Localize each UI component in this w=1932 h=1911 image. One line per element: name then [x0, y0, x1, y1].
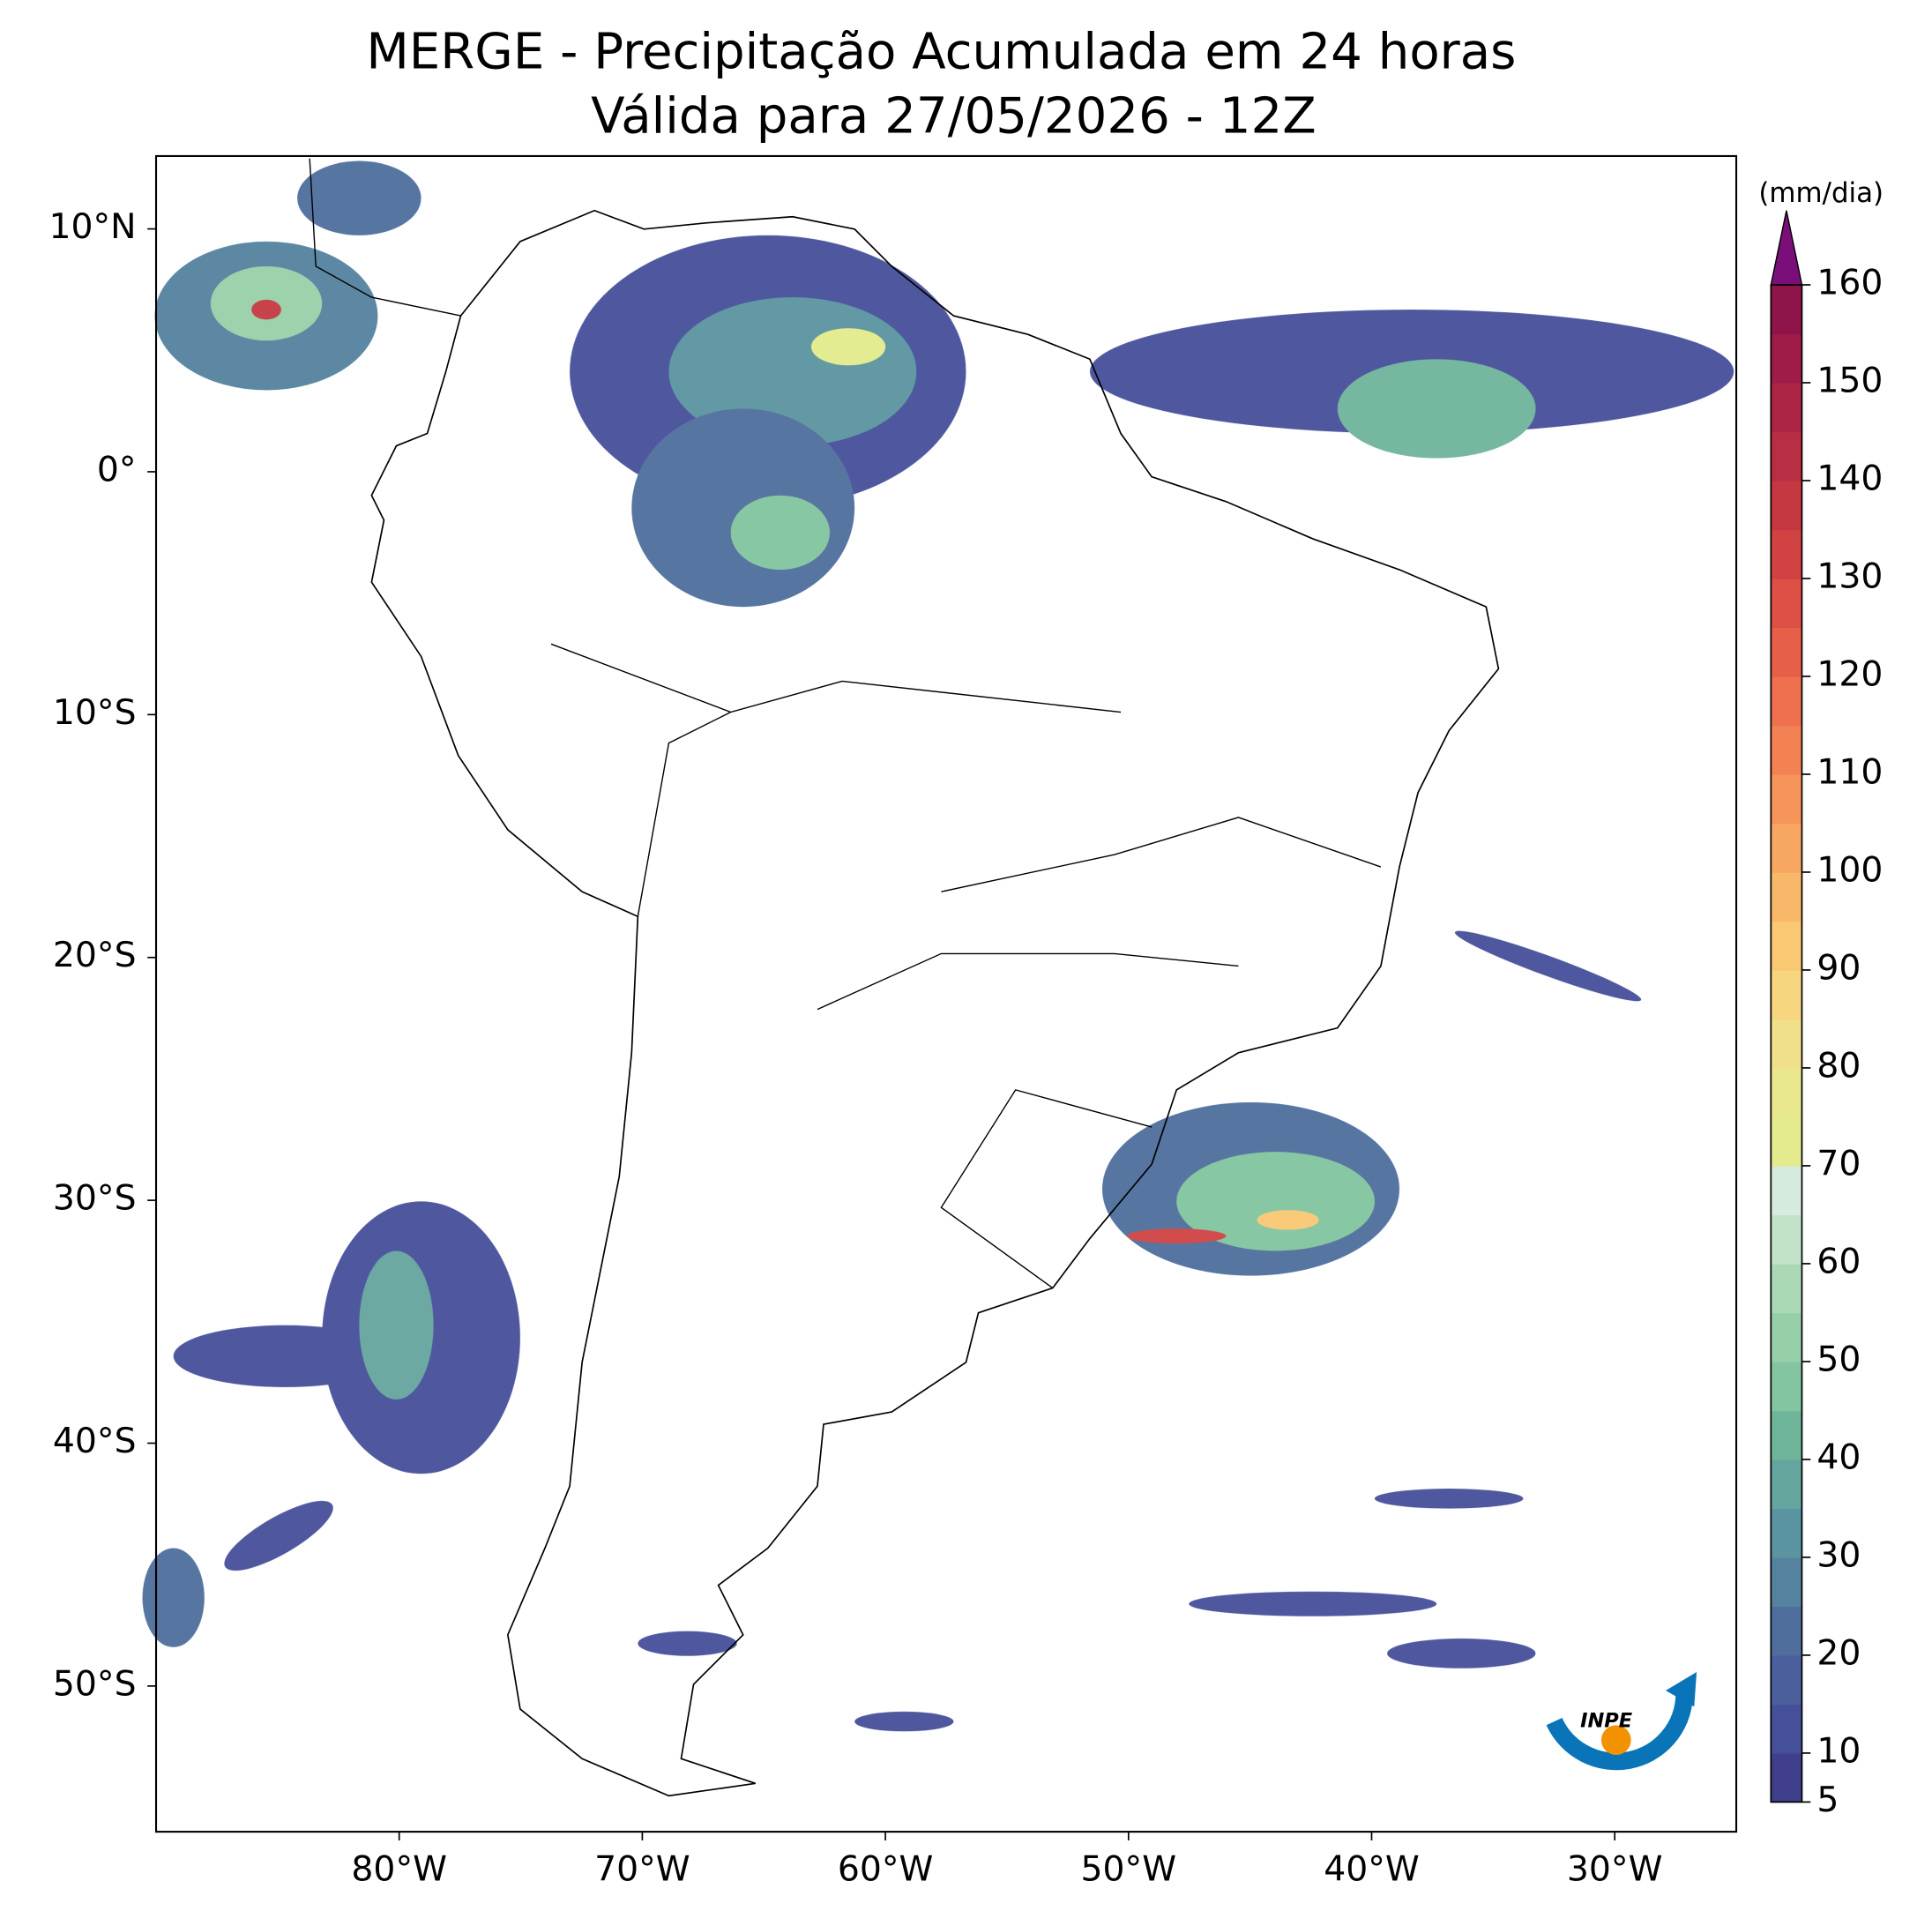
- colorbar-band: [1771, 823, 1802, 873]
- colorbar-band: [1771, 1459, 1802, 1510]
- colorbar-tick-label: 150: [1816, 362, 1883, 401]
- colorbar-band: [1771, 481, 1802, 531]
- colorbar-tick-label: 130: [1816, 556, 1883, 596]
- x-tick-label: 70°W: [594, 1850, 690, 1890]
- colorbar-band: [1771, 333, 1802, 384]
- colorbar-band: [1771, 725, 1802, 775]
- colorbar-tick-label: 70: [1816, 1144, 1861, 1183]
- colorbar-band: [1771, 969, 1802, 1020]
- colorbar-band: [1771, 431, 1802, 481]
- colorbar-tick-label: 10: [1816, 1731, 1861, 1771]
- colorbar-tick-label: 60: [1816, 1242, 1861, 1281]
- colorbar-band: [1771, 773, 1802, 825]
- colorbar-tick-label: 50: [1816, 1340, 1861, 1379]
- rain-patch: [1374, 1489, 1524, 1509]
- colorbar-tick-label: 100: [1816, 850, 1883, 890]
- rain-patch: [297, 160, 421, 235]
- x-tick-label: 40°W: [1324, 1850, 1420, 1890]
- colorbar-tick-label: 5: [1816, 1780, 1839, 1820]
- rain-patch: [1454, 930, 1642, 1002]
- y-tick-label: 40°S: [53, 1422, 137, 1461]
- colorbar-band: [1771, 871, 1802, 922]
- axes: 80°W 70°W 60°W 50°W 40°W 30°W 10°N 0° 10°S 20°S 30…: [48, 177, 1884, 1890]
- rain-patch: [1337, 359, 1536, 459]
- rain-patch: [251, 299, 281, 320]
- x-tick-label: 80°W: [351, 1850, 447, 1890]
- rain-patch: [638, 1631, 737, 1656]
- colorbar-tick-label: 120: [1816, 654, 1883, 694]
- rain-patch: [1386, 1639, 1536, 1668]
- y-tick-label: 50°S: [53, 1664, 137, 1704]
- colorbar-tick-label: 90: [1816, 948, 1861, 988]
- border-lines: [550, 643, 1382, 1289]
- colorbar-band: [1771, 578, 1802, 629]
- rain-patch: [631, 408, 855, 608]
- colorbar-frame: [1770, 284, 1803, 1803]
- colorbar-tick-label: 30: [1816, 1535, 1861, 1575]
- y-tick-label: 20°S: [53, 936, 137, 975]
- colorbar-band: [1771, 1263, 1802, 1314]
- rain-patch: [1127, 1228, 1227, 1244]
- rain-patch: [1176, 1152, 1375, 1251]
- title: MERGE - Precipitação Acumulada em 24 hor…: [366, 23, 1516, 80]
- y-tick-label: 30°S: [53, 1179, 137, 1219]
- x-tick-label: 30°W: [1567, 1850, 1663, 1890]
- colorbar-band: [1771, 627, 1802, 677]
- colorbar-band: [1771, 1214, 1802, 1265]
- colorbar-band: [1771, 1165, 1802, 1216]
- colorbar-tick-label: 40: [1816, 1437, 1861, 1477]
- colorbar-label: (mm/dia): [1758, 177, 1884, 209]
- logo-text: INPE: [1580, 1710, 1633, 1733]
- map-area: INPE: [142, 154, 1738, 1833]
- colorbar-band: [1771, 1116, 1802, 1167]
- rain-patch: [1257, 1210, 1319, 1230]
- colorbar-extend: [1770, 210, 1803, 286]
- x-tick-label: 50°W: [1081, 1850, 1177, 1890]
- colorbar-band: [1771, 921, 1802, 971]
- colorbar-tick-label: 20: [1816, 1633, 1861, 1673]
- colorbar-band: [1771, 1361, 1802, 1412]
- precipitation: [142, 160, 1734, 1732]
- colorbar-band: [1771, 1704, 1802, 1754]
- y-tick-label: 0°: [97, 450, 137, 489]
- colorbar-band: [1771, 1067, 1802, 1118]
- colorbar-band: [1771, 1752, 1802, 1803]
- colorbar-band: [1771, 529, 1802, 579]
- rain-patch: [224, 1500, 333, 1571]
- logo-arrow: [1665, 1671, 1697, 1707]
- rain-patch: [810, 328, 886, 366]
- rain-patch: [173, 1325, 397, 1387]
- colorbar-tick-label: 110: [1816, 752, 1883, 792]
- logo-dot: [1600, 1725, 1631, 1756]
- colorbar-band: [1771, 676, 1802, 727]
- y-tick-label: 10°S: [53, 693, 137, 733]
- x-tick-label: 60°W: [838, 1850, 934, 1890]
- rain-patch: [142, 1548, 205, 1647]
- subtitle: Válida para 27/05/2026 - 12Z: [591, 87, 1317, 145]
- central-america-outline: [309, 158, 461, 317]
- colorbar-tick-label: 80: [1816, 1046, 1861, 1086]
- rain-patch: [1189, 1591, 1437, 1616]
- colorbar-band: [1771, 1654, 1802, 1706]
- colorbar-band: [1771, 1508, 1802, 1558]
- colorbar-band: [1771, 1410, 1802, 1460]
- logo-arc: [1546, 1696, 1693, 1771]
- colorbar-band: [1771, 1606, 1802, 1656]
- colorbar-band: [1771, 1312, 1802, 1362]
- rain-patch: [854, 1711, 954, 1732]
- rain-patch: [359, 1250, 434, 1400]
- colorbar-tick-label: 160: [1816, 264, 1883, 303]
- colorbar-band: [1771, 1556, 1802, 1608]
- colorbar-band: [1771, 285, 1802, 335]
- logo: INPE: [1546, 1671, 1697, 1771]
- colorbar-band: [1771, 383, 1802, 433]
- rain-patch: [730, 495, 831, 571]
- y-tick-label: 10°N: [48, 207, 136, 247]
- colorbar-tick-label: 140: [1816, 459, 1883, 499]
- map-frame: [154, 154, 1738, 1833]
- continent-outline: [370, 209, 1500, 1797]
- colorbar-band: [1771, 1019, 1802, 1069]
